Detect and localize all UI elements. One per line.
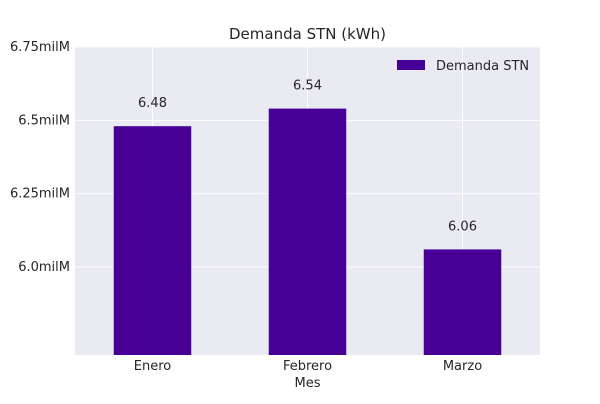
legend-label: Demanda STN [436, 59, 529, 74]
x-axis-label: Mes [295, 376, 321, 391]
data-labels: 6.48 6.54 6.06 [138, 79, 477, 235]
y-tick-label: 6.75milM [10, 40, 70, 55]
y-tick-label: 6.5milM [18, 113, 70, 128]
bar-febrero [268, 108, 347, 355]
chart-title: Demanda STN (kWh) [229, 25, 386, 43]
data-label-enero: 6.48 [138, 96, 167, 111]
bars [113, 108, 502, 355]
data-label-febrero: 6.54 [293, 79, 322, 94]
y-tick-label: 6.25milM [10, 187, 70, 202]
x-tick-label: Marzo [443, 359, 482, 374]
data-label-marzo: 6.06 [448, 219, 477, 234]
x-axis-ticks: Enero Febrero Marzo [134, 359, 482, 374]
x-tick-label: Febrero [283, 359, 332, 374]
x-tick-label: Enero [134, 359, 172, 374]
bar-marzo [423, 249, 502, 355]
legend-swatch [397, 60, 425, 70]
bar-enero [113, 126, 192, 355]
y-axis-ticks: 6.0milM 6.25milM 6.5milM 6.75milM [10, 40, 70, 275]
legend: Demanda STN [397, 59, 529, 74]
y-tick-label: 6.0milM [18, 260, 70, 275]
